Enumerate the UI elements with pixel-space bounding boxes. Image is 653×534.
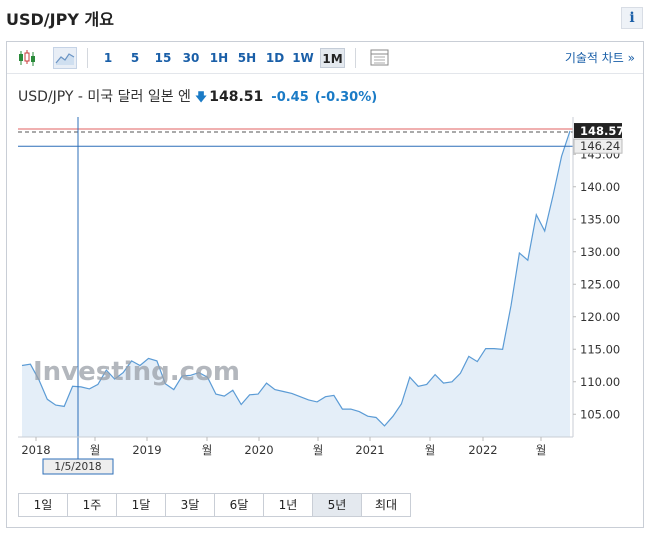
crosshair-price-label: 146.24 bbox=[580, 139, 620, 153]
last-price-label: 148.57 bbox=[580, 124, 624, 138]
crosshair-date-label: 1/5/2018 bbox=[54, 461, 101, 473]
quote-change: -0.45 bbox=[271, 90, 309, 105]
range-button[interactable]: 1달 bbox=[116, 493, 166, 517]
quote-header: USD/JPY - 미국 달러 일본 엔 🡇 148.51 -0.45 (-0.30%) bbox=[18, 86, 377, 109]
range-button[interactable]: 5년 bbox=[312, 493, 362, 517]
instrument-name: USD/JPY - 미국 달러 일본 엔 bbox=[18, 89, 191, 105]
x-tick-label: 월 bbox=[313, 443, 324, 457]
price-chart[interactable]: Investing.com 105.00 110.00 115.00 120.00 125… bbox=[7, 42, 643, 487]
interval-1[interactable]: 1 bbox=[103, 51, 113, 65]
technical-chart-link[interactable]: 기술적 차트 » bbox=[564, 51, 635, 65]
page-title: USD/JPY 개요 bbox=[6, 10, 114, 29]
x-tick-label: 월 bbox=[425, 443, 436, 457]
x-tick-label: 월 bbox=[90, 443, 101, 457]
interval-1m[interactable]: 1M bbox=[320, 48, 345, 68]
info-icon[interactable]: i bbox=[621, 7, 643, 29]
y-tick-label: 120.00 bbox=[580, 310, 620, 324]
x-tick-label: 2018 bbox=[21, 443, 50, 457]
x-tick-label: 2020 bbox=[244, 443, 273, 457]
y-tick-label: 135.00 bbox=[580, 212, 620, 226]
range-button[interactable]: 6달 bbox=[214, 493, 264, 517]
x-tick-label: 월 bbox=[536, 443, 547, 457]
x-tick-label: 2019 bbox=[132, 443, 161, 457]
candlestick-icon[interactable] bbox=[15, 47, 39, 69]
quote-change-percent: (-0.30%) bbox=[314, 90, 378, 105]
y-tick-label: 125.00 bbox=[580, 277, 620, 291]
range-button[interactable]: 1년 bbox=[263, 493, 313, 517]
area-chart-icon[interactable] bbox=[53, 47, 77, 69]
toolbar-divider bbox=[87, 48, 88, 68]
table-icon[interactable] bbox=[369, 47, 393, 69]
last-price-badge bbox=[574, 123, 622, 139]
toolbar-divider bbox=[355, 48, 356, 68]
y-tick-label: 105.00 bbox=[580, 407, 620, 421]
chart-toolbar: 1 5 15 30 1H 5H 1D 1W 1M 기술적 차트 » bbox=[7, 42, 643, 74]
range-button[interactable]: 3달 bbox=[165, 493, 215, 517]
chart-panel: 1 5 15 30 1H 5H 1D 1W 1M 기술적 차트 » USD/JP… bbox=[6, 41, 644, 528]
range-button[interactable]: 1주 bbox=[67, 493, 117, 517]
series-area bbox=[22, 130, 570, 437]
x-tick-label: 2022 bbox=[468, 443, 497, 457]
interval-15[interactable]: 15 bbox=[154, 51, 172, 65]
x-tick-label: 2021 bbox=[355, 443, 384, 457]
y-tick-label: 140.00 bbox=[580, 180, 620, 194]
y-tick-label: 115.00 bbox=[580, 342, 620, 356]
y-tick-label: 110.00 bbox=[580, 375, 620, 389]
crosshair-date-badge bbox=[42, 458, 114, 475]
range-button[interactable]: 최대 bbox=[361, 493, 411, 517]
interval-1d[interactable]: 1D bbox=[265, 51, 285, 65]
series-line bbox=[21, 130, 571, 427]
x-tick-label: 월 bbox=[202, 443, 213, 457]
y-tick-label: 130.00 bbox=[580, 245, 620, 259]
interval-1h[interactable]: 1H bbox=[209, 51, 229, 65]
interval-5h[interactable]: 5H bbox=[237, 51, 257, 65]
interval-1w[interactable]: 1W bbox=[292, 51, 314, 65]
range-selector: 1일 1주 1달 3달 6달 1년 5년 최대 bbox=[18, 493, 411, 517]
arrow-down-icon: 🡇 bbox=[194, 90, 208, 104]
interval-30[interactable]: 30 bbox=[182, 51, 200, 65]
range-button[interactable]: 1일 bbox=[18, 493, 68, 517]
crosshair-price-badge bbox=[573, 138, 623, 154]
quote-price: 148.51 bbox=[209, 89, 264, 105]
interval-5[interactable]: 5 bbox=[130, 51, 140, 65]
watermark-text: Investing.com bbox=[33, 357, 240, 387]
